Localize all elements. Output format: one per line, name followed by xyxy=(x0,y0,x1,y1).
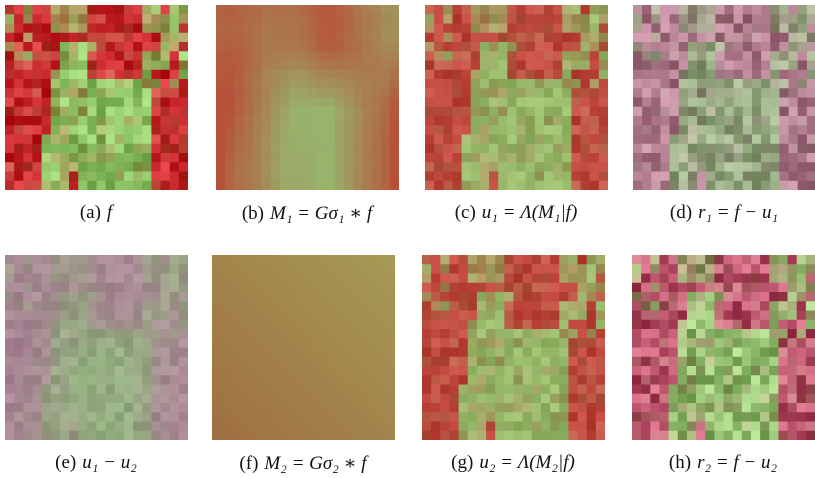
caption-formula: f xyxy=(107,202,112,223)
caption-label: (b) xyxy=(242,203,264,224)
image xyxy=(422,255,605,440)
caption-label: (f) xyxy=(239,453,258,474)
caption-formula: u₁ − u₂ xyxy=(82,452,137,473)
caption: (c) u₁ = Λ(M₁|f) xyxy=(401,202,631,224)
image xyxy=(633,5,815,190)
image-panel xyxy=(216,5,399,190)
caption-formula: r₂ = f − u₂ xyxy=(697,452,777,473)
image-panel xyxy=(5,255,188,440)
image-panel xyxy=(633,5,815,190)
image xyxy=(632,255,815,440)
image-panel xyxy=(422,255,605,440)
figure: {"panels": [ {"label": "(a)", "formula":… xyxy=(0,0,815,478)
caption: (b) M₁ = Gσ₁ ∗ f xyxy=(192,202,422,225)
image xyxy=(212,255,395,440)
caption-formula: u₁ = Λ(M₁|f) xyxy=(482,202,578,223)
caption-label: (c) xyxy=(455,202,476,223)
caption-label: (a) xyxy=(80,202,101,223)
caption: (a) f xyxy=(0,202,211,224)
image xyxy=(5,255,188,440)
caption: (e) u₁ − u₂ xyxy=(0,452,211,474)
caption-label: (d) xyxy=(670,202,692,223)
caption-label: (g) xyxy=(451,452,473,473)
image xyxy=(425,5,608,190)
caption-label: (h) xyxy=(669,452,691,473)
caption: (d) r₁ = f − u₁ xyxy=(609,202,815,224)
caption: (f) M₂ = Gσ₂ ∗ f xyxy=(188,452,418,475)
caption-formula: M₂ = Gσ₂ ∗ f xyxy=(264,453,366,474)
image xyxy=(5,5,188,190)
caption-formula: u₂ = Λ(M₂|f) xyxy=(479,452,575,473)
caption-label: (e) xyxy=(55,452,76,473)
caption: (g) u₂ = Λ(M₂|f) xyxy=(398,452,628,474)
image-panel xyxy=(632,255,815,440)
caption: (h) r₂ = f − u₂ xyxy=(608,452,815,474)
caption-formula: M₁ = Gσ₁ ∗ f xyxy=(270,203,372,224)
image-panel xyxy=(425,5,608,190)
caption-formula: r₁ = f − u₁ xyxy=(698,202,778,223)
image-panel xyxy=(212,255,395,440)
image-panel xyxy=(5,5,188,190)
image xyxy=(216,5,399,190)
